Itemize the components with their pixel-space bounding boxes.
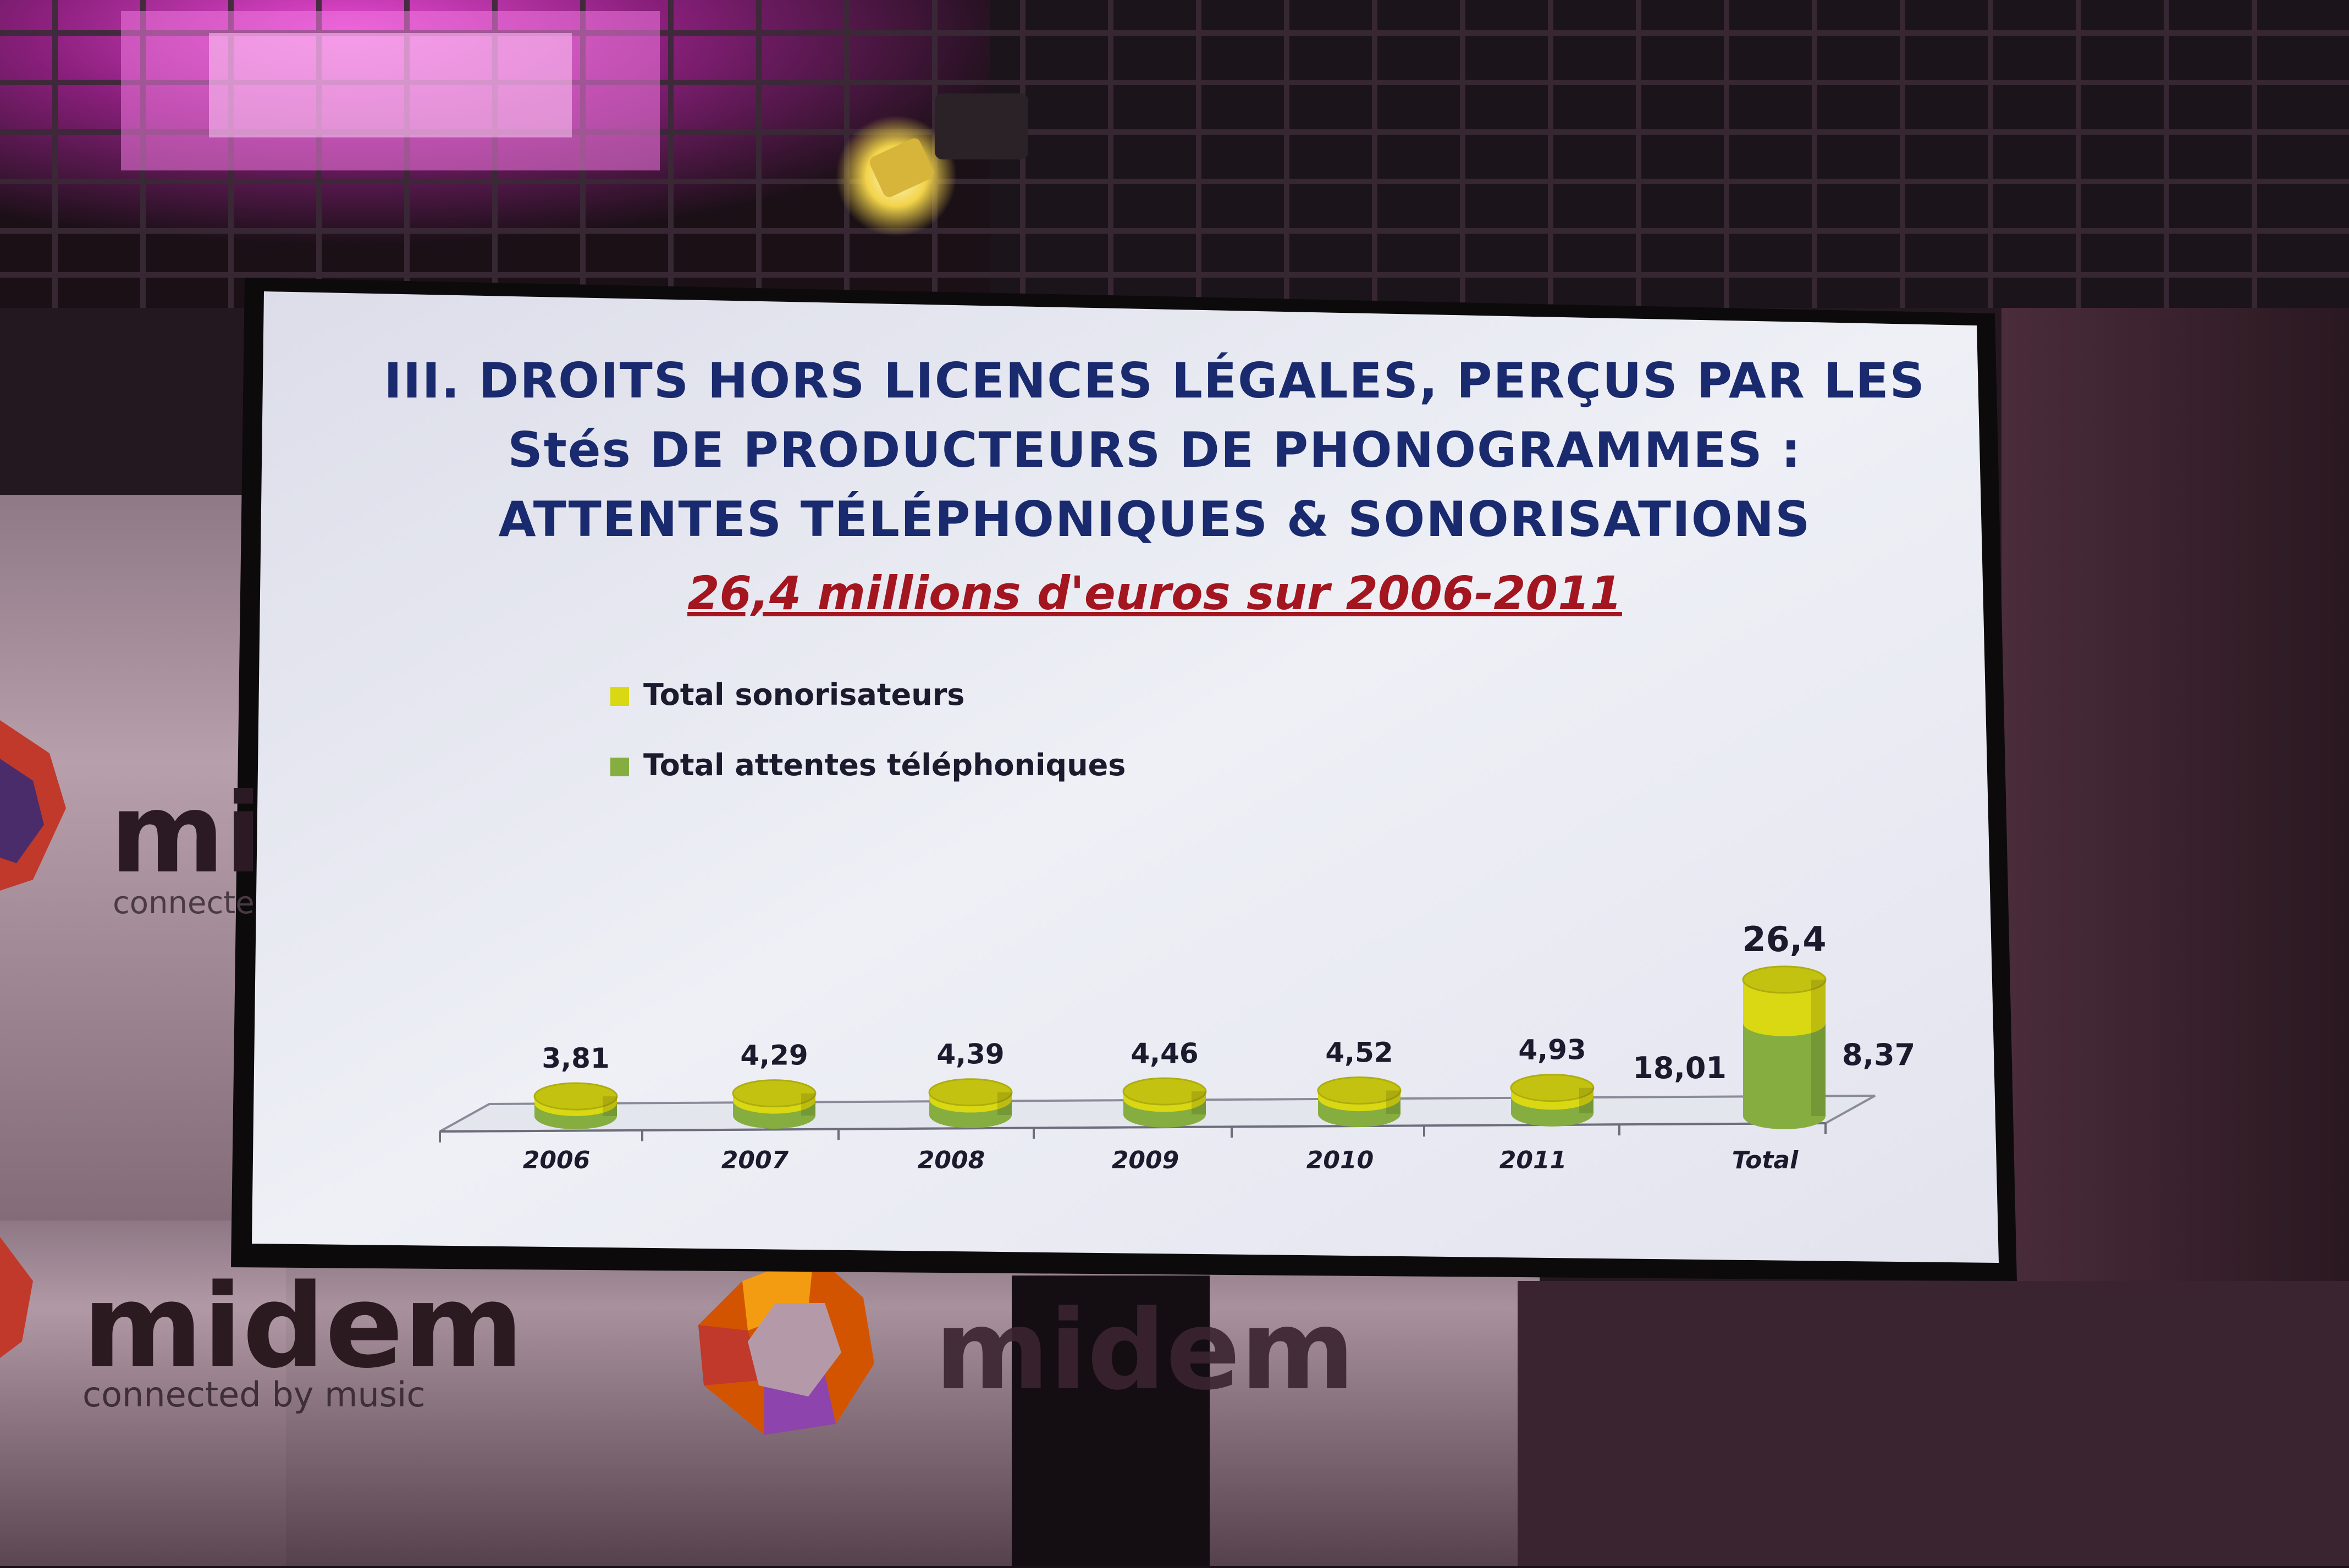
category-label-2006: 2006 <box>523 1146 590 1174</box>
category-label-Total: Total <box>1732 1146 1799 1174</box>
bar-2011 <box>1510 1074 1595 1127</box>
bar-top-cap <box>928 1078 1013 1107</box>
breakdown-label-attentes: 18,01 <box>1633 1051 1727 1085</box>
bg-brand-center: midem <box>935 1287 1355 1415</box>
bar-top-cap <box>1742 965 1827 994</box>
x-axis-line <box>439 1122 1826 1133</box>
category-label-2008: 2008 <box>918 1146 985 1174</box>
bar-2007 <box>732 1079 817 1129</box>
screen-stand <box>1012 1276 1210 1566</box>
category-label-2010: 2010 <box>1306 1146 1374 1174</box>
spotlight <box>836 93 1028 236</box>
bg-tagline-left: connected by music <box>82 1374 426 1415</box>
slide-title-line-2: Stés DE PRODUCTEURS DE PHONOGRAMMES : <box>508 422 1802 478</box>
legend-label-attentes: Total attentes téléphoniques <box>643 748 1126 782</box>
total-label-2006: 3,81 <box>542 1042 609 1074</box>
slide-title-line-1: III. DROITS HORS LICENCES LÉGALES, PERÇU… <box>384 352 1926 409</box>
lower-right-wall <box>1518 1281 2349 1566</box>
bar-shade <box>1579 1087 1593 1113</box>
category-label-2007: 2007 <box>721 1146 789 1174</box>
total-label-2007: 4,29 <box>740 1040 808 1072</box>
legend-item-attentes: Total attentes téléphoniques <box>610 748 1126 782</box>
bar-top-cap <box>1317 1076 1402 1105</box>
ceiling-light-panel-inner <box>209 33 572 137</box>
bars-group <box>533 965 1827 1129</box>
slide-title: III. DROITS HORS LICENCES LÉGALES, PERÇU… <box>275 346 2034 554</box>
bar-2010 <box>1317 1076 1402 1127</box>
bar-2009 <box>1122 1077 1207 1128</box>
value-labels: 3,81 4,29 4,39 4,46 4,52 4,93 26,4 18,01 8,37 <box>542 919 1915 1085</box>
bar-top-cap <box>1122 1077 1207 1106</box>
legend-label-sonorisateurs: Total sonorisateurs <box>643 677 965 712</box>
bar-shade <box>801 1093 815 1116</box>
category-label-2011: 2011 <box>1499 1146 1567 1174</box>
bar-top-cap <box>732 1079 817 1108</box>
bar-shade <box>1811 979 1826 1116</box>
bg-tagline-partial: connecte <box>113 885 255 921</box>
bar-segment-sonorisateurs <box>1743 979 1826 1036</box>
tv-screen <box>252 291 1999 1263</box>
bg-brand-left: midem <box>82 1259 524 1394</box>
legend-swatch-sonorisateurs <box>610 687 629 706</box>
slide-title-line-3: ATTENTES TÉLÉPHONIQUES & SONORISATIONS <box>498 491 1811 548</box>
stacked-cylinder-chart: 2006 2007 2008 2009 2010 2011 Total 3,81 4,29 4,… <box>439 919 1915 1174</box>
total-label-2009: 4,46 <box>1131 1037 1198 1069</box>
x-axis-ticks <box>439 1123 1827 1142</box>
total-label-2011: 4,93 <box>1518 1034 1586 1066</box>
bar-shade <box>603 1096 617 1116</box>
midem-logo-mark-center <box>698 1254 874 1435</box>
bar-top-cap <box>1510 1074 1595 1102</box>
bar-Total <box>1742 965 1827 1129</box>
bar-2008 <box>928 1078 1013 1128</box>
category-labels: 2006 2007 2008 2009 2010 2011 Total <box>523 1146 1799 1174</box>
bar-segment-attentes <box>1743 1023 1826 1129</box>
legend-swatch-attentes <box>610 758 629 777</box>
bar-top-cap <box>533 1082 618 1111</box>
category-label-2009: 2009 <box>1112 1146 1179 1174</box>
bar-shade <box>1386 1090 1400 1114</box>
midem-logo-mark-left <box>0 720 66 1358</box>
bg-brand-partial: mi <box>110 770 262 898</box>
slide-subtitle: 26,4 millions d'euros sur 2006-2011 <box>687 566 1622 620</box>
legend-item-sonorisateurs: Total sonorisateurs <box>610 677 964 712</box>
total-label-2008: 4,39 <box>936 1039 1004 1070</box>
total-label-2010: 4,52 <box>1325 1037 1393 1069</box>
bar-shade <box>997 1092 1012 1115</box>
bar-shade <box>1192 1091 1206 1114</box>
breakdown-label-sonorisateurs: 8,37 <box>1842 1037 1915 1072</box>
total-label-Total: 26,4 <box>1743 919 1827 959</box>
bar-2006 <box>533 1082 618 1129</box>
